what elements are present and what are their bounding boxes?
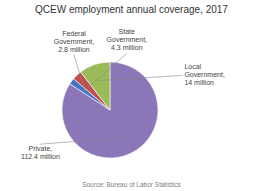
leader-line	[74, 55, 85, 91]
leader-line	[100, 75, 182, 80]
leader-line	[40, 137, 124, 144]
slice	[62, 62, 158, 158]
pie	[62, 62, 158, 158]
slice-label: LocalGovernment,14 million	[184, 63, 225, 86]
slice-label-line: 4.3 million	[111, 44, 143, 51]
slice-label: Private,112.4 million	[21, 145, 60, 160]
slice-label-line: State	[119, 28, 135, 35]
slice-label-line: Government,	[107, 36, 148, 43]
slice-label-line: Government,	[184, 71, 225, 78]
slice-label-line: Local	[184, 63, 201, 70]
chart: QCEW employment annual coverage, 2017 Sou…	[0, 0, 263, 191]
leader-line	[89, 53, 127, 87]
slice-label: FederalGovernment,2.8 million	[54, 30, 95, 53]
slice-label: StateGovernment,4.3 million	[107, 28, 148, 51]
slice-label-line: Private,	[29, 145, 53, 152]
source-note: Source: Bureau of Labor Statistics	[82, 181, 181, 188]
slice-label-line: Federal	[62, 30, 86, 37]
slice-label-line: 2.8 million	[58, 46, 90, 53]
slice-label-line: Government,	[54, 38, 95, 45]
slice	[81, 62, 110, 110]
labels: Private,112.4 millionFederalGovernment,2…	[21, 28, 225, 160]
title: QCEW employment annual coverage, 2017	[35, 4, 228, 15]
slice-label-line: 14 million	[184, 79, 214, 86]
slice-label-line: 112.4 million	[21, 153, 60, 160]
